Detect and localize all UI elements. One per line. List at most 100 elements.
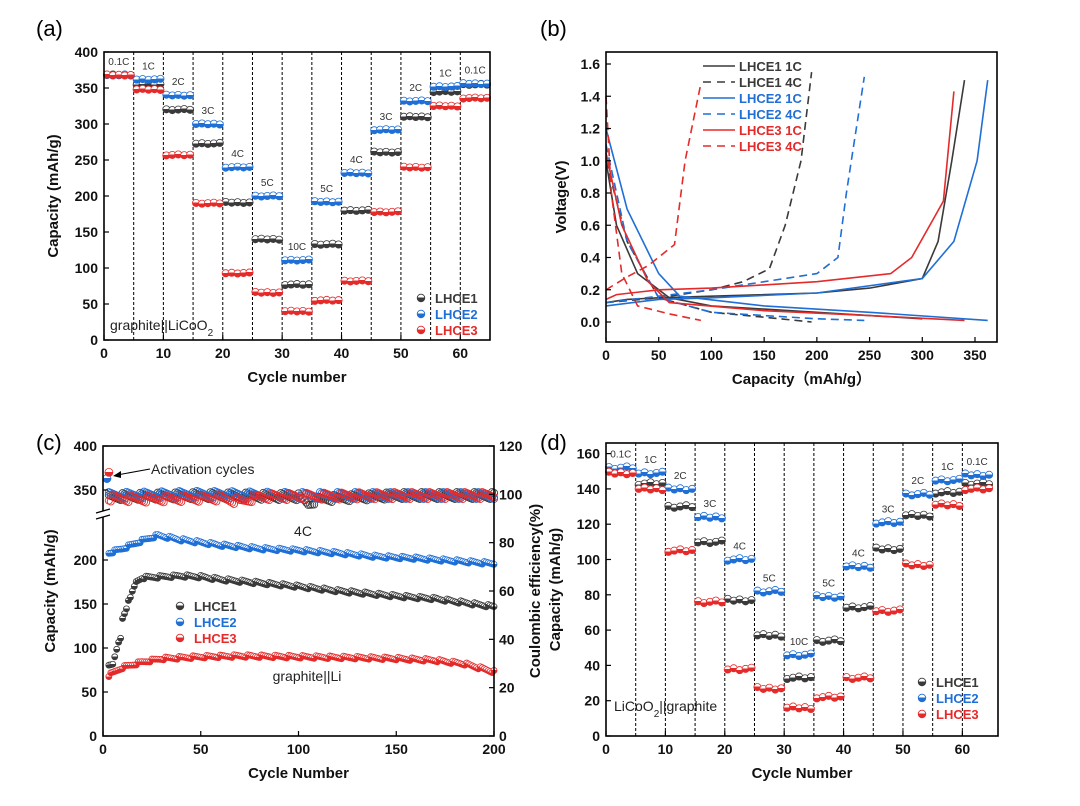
panel-c-y2-tick-label: 40 <box>499 631 515 647</box>
panel-a-data-point <box>215 138 224 147</box>
panel-d-legend-label: LHCE1 <box>936 675 979 690</box>
panel-d-data-point <box>747 554 756 563</box>
panel-a-rate-label: 4C <box>231 149 244 160</box>
panel-a-y-tick-label: 0 <box>90 332 98 348</box>
panel-d-data-point <box>896 605 905 614</box>
panel-c-ce-point <box>216 491 225 500</box>
panel-d-rate-label: 1C <box>941 462 954 473</box>
panel-a-x-axis-title: Cycle number <box>247 369 346 386</box>
panel-d-data-point <box>866 601 875 610</box>
panel-b-y-tick-label: 1.0 <box>581 153 601 169</box>
panel-c-y2-tick-label: 20 <box>499 680 515 696</box>
panel-a-data-point <box>304 255 313 264</box>
panel-a-data-point <box>364 169 373 178</box>
panel-b-y-tick-label: 1.6 <box>581 56 601 72</box>
panel-c-y2-tick-label: 120 <box>499 438 523 454</box>
panel-b-x-tick-label: 0 <box>602 347 610 363</box>
panel-b-legend-label: LHCE3 1C <box>739 123 802 138</box>
panel-d-data-point <box>717 536 726 545</box>
panel-c-y-tick-label: 0 <box>89 728 97 744</box>
panel-d-x-tick-label: 30 <box>776 741 792 757</box>
panel-d-x-tick-label: 10 <box>658 741 674 757</box>
panel-c-rate-label: 4C <box>294 523 312 539</box>
panel-c-arrow-head <box>113 471 121 478</box>
panel-d-data-point <box>688 484 697 493</box>
panel-c-y2-axis-title: Coulombic efficiency(%) <box>527 504 544 678</box>
panel-a-y-tick-label: 50 <box>82 296 98 312</box>
panel-b-legend-label: LHCE1 4C <box>739 75 802 90</box>
panel-d-rate-label: 5C <box>763 573 776 584</box>
panel-d-plot-frame <box>605 442 999 737</box>
panel-a-data-point <box>275 192 284 201</box>
annotation-text: graphite||LiCoO <box>110 317 208 333</box>
panel-d-data-point <box>806 649 815 658</box>
panel-c-ce-point <box>104 496 113 505</box>
panel-b-legend-label: LHCE3 4C <box>739 139 802 154</box>
panel-a-annotation: graphite||LiCoO2 <box>110 317 214 339</box>
panel-a-rate-label: 4C <box>350 155 363 166</box>
panel-c-y-axis-title: Capacity (mAh/g) <box>42 529 59 652</box>
panel-b-y-tick-label: 0.8 <box>581 185 601 201</box>
panel-a-legend-marker <box>416 293 426 303</box>
panel-c-capacity-point <box>111 653 119 661</box>
panel-d-data-point <box>806 704 815 713</box>
panel-a-data-point <box>215 199 224 208</box>
panel-a-x-tick-label: 0 <box>100 345 108 361</box>
annotation-text: ||graphite <box>659 698 717 714</box>
panel-b-curve-lhce1-1c-charge <box>605 79 966 304</box>
panel-a-data-point <box>275 288 284 297</box>
panel-c-y2-tick-label: 0 <box>499 728 507 744</box>
panel-b-legend-label: LHCE2 1C <box>739 91 802 106</box>
panel-a-rate-label: 3C <box>202 106 215 117</box>
panel-a-data-point <box>245 162 254 171</box>
panel-label-c: (c) <box>36 430 62 455</box>
panel-c-capacity-point <box>109 660 117 668</box>
panel-b-x-tick-label: 350 <box>963 347 987 363</box>
panel-a-y-tick-label: 300 <box>75 116 99 132</box>
panel-d-rate-label: 3C <box>882 504 895 515</box>
panel-a-rate-label: 10C <box>288 242 306 253</box>
panel-c-y-tick-label: 50 <box>81 684 97 700</box>
panel-d-legend-marker <box>917 693 927 703</box>
panel-b-curve-lhce2-4c-charge <box>605 76 866 304</box>
panel-d-data-point <box>985 470 994 479</box>
panel-c-ce-point <box>227 498 237 507</box>
panel-d-data-point <box>658 467 667 476</box>
panel-c-ce-point <box>220 493 229 502</box>
panel-d-data-point <box>836 592 845 601</box>
panel-label-a: (a) <box>36 16 63 41</box>
panel-a-data-point <box>334 197 343 206</box>
panel-a-data-point <box>423 163 432 172</box>
panel-d-rate-label: 1C <box>644 455 657 466</box>
panel-c-capacity-point <box>126 594 134 601</box>
panel-b-y-tick-label: 0.0 <box>581 314 601 330</box>
panel-c-ce-point <box>247 498 256 507</box>
panel-d-rate-label: 3C <box>704 499 717 510</box>
panel-d-rate-label: 2C <box>674 471 687 482</box>
panel-a-y-tick-label: 250 <box>75 152 99 168</box>
panel-a-legend-label: LHCE1 <box>435 291 478 306</box>
panel-d-data-point <box>717 598 726 607</box>
panel-a-data-point <box>393 148 402 157</box>
panel-d-x-tick-label: 0 <box>602 741 610 757</box>
panel-a-x-tick-label: 30 <box>274 345 290 361</box>
panel-d-data-point <box>658 478 667 487</box>
panel-a-data-point <box>423 113 432 122</box>
panel-b-x-tick-label: 200 <box>805 347 829 363</box>
panel-a-data-point <box>186 105 195 114</box>
panel-d-y-tick-label: 100 <box>577 551 601 567</box>
panel-d-legend-marker <box>917 709 927 719</box>
panel-d-data-point <box>777 684 786 693</box>
panel-d-data-point <box>658 486 667 495</box>
panel-d-rate-label: 5C <box>822 579 835 590</box>
panel-a-x-tick-label: 50 <box>393 345 409 361</box>
panel-b-x-tick-label: 150 <box>752 347 776 363</box>
panel-a-data-point <box>245 198 254 207</box>
panel-a-x-tick-label: 40 <box>334 345 350 361</box>
panel-c-y2-tick-label: 100 <box>499 486 523 502</box>
panel-a-data-point <box>364 277 373 286</box>
panel-c-ce-point <box>233 494 242 503</box>
panel-d-x-tick-label: 40 <box>836 741 852 757</box>
panel-a-y-tick-label: 200 <box>75 188 99 204</box>
panel-b-curve-lhce1-1c-discharge <box>605 160 923 320</box>
